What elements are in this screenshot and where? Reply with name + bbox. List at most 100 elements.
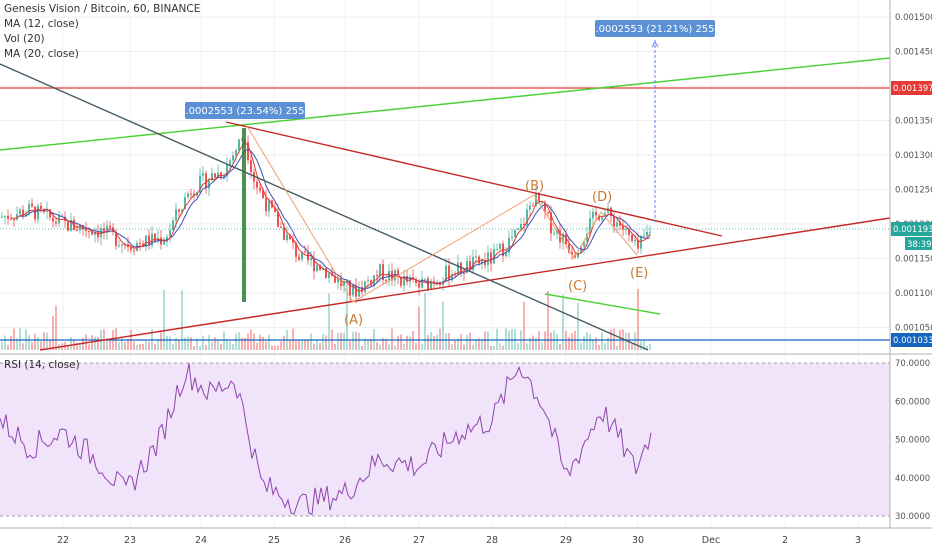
- volume-bar: [415, 342, 417, 350]
- candle-body: [385, 280, 387, 282]
- trendline-red-lower[interactable]: [39, 217, 891, 351]
- volume-bar: [649, 343, 651, 350]
- candle-body: [529, 205, 531, 210]
- symbol-title[interactable]: Genesis Vision / Bitcoin, 60, BINANCE: [4, 3, 201, 15]
- candle-body: [40, 205, 42, 209]
- volume-bar: [19, 328, 21, 350]
- volume-bar: [106, 338, 108, 350]
- rsi-tick-label: 40.0000: [895, 474, 930, 484]
- candle-body: [28, 203, 30, 214]
- candle-body: [376, 275, 378, 277]
- candle-body: [265, 198, 267, 212]
- candle-body: [514, 229, 516, 238]
- volume-bar: [79, 344, 81, 350]
- candle-body: [619, 222, 621, 226]
- wave-pattern[interactable]: [246, 125, 638, 303]
- ma12-line: [10, 142, 651, 292]
- volume-bar: [322, 333, 324, 350]
- candle-body: [397, 270, 399, 278]
- rsi-legend[interactable]: RSI (14, close): [4, 358, 80, 373]
- candle-body: [259, 187, 261, 191]
- ma12-legend[interactable]: MA (12, close): [4, 18, 79, 30]
- volume-bar: [352, 331, 354, 350]
- volume-bar: [259, 334, 261, 350]
- volume-bar: [343, 332, 345, 350]
- volume-bar: [601, 332, 603, 350]
- volume-bar: [580, 342, 582, 350]
- current-price-tag-bg: [891, 222, 932, 236]
- volume-bar: [517, 342, 519, 350]
- candle-body: [85, 229, 87, 232]
- volume-bar: [583, 336, 585, 350]
- candle-body: [589, 218, 591, 235]
- trendline-dark-descending[interactable]: [0, 63, 649, 351]
- volume-bar: [319, 342, 321, 350]
- trendline-green-short[interactable]: [544, 293, 661, 315]
- volume-bar: [595, 337, 597, 350]
- volume-bar: [571, 333, 573, 350]
- volume-bar: [532, 335, 534, 350]
- trendline-green-upper[interactable]: [0, 57, 891, 151]
- volume-bar: [370, 338, 372, 350]
- ma20-line: [19, 149, 651, 289]
- volume-bar: [457, 338, 459, 350]
- volume-bar: [481, 339, 483, 350]
- ma20-legend[interactable]: MA (20, close): [4, 48, 79, 60]
- candle-body: [202, 173, 204, 176]
- volume-bar: [409, 336, 411, 350]
- measure-left-bar[interactable]: [242, 128, 246, 302]
- volume-bar: [550, 332, 552, 350]
- volume-bar: [181, 290, 183, 350]
- volume-bar: [496, 328, 498, 350]
- candle-body: [646, 231, 648, 236]
- candle-body: [121, 244, 123, 246]
- volume-legend[interactable]: Vol (20): [4, 33, 45, 45]
- measure-left-label: 0.0002553 (23.54%) 2553: [179, 106, 311, 117]
- candle-body: [301, 251, 303, 260]
- measure-left-label-bg: [185, 102, 305, 119]
- volume-bar: [385, 338, 387, 350]
- candle-body: [97, 232, 99, 238]
- candle-body: [358, 287, 360, 297]
- candle-body: [364, 281, 366, 292]
- candle-body: [52, 217, 54, 222]
- volume-bar: [562, 294, 564, 350]
- current-price-tag: 0.0011934: [893, 225, 932, 235]
- candle-body: [250, 160, 252, 173]
- volume-bar: [355, 331, 357, 350]
- candle-body: [295, 242, 297, 257]
- candle-body: [325, 268, 327, 278]
- volume-bar: [526, 343, 528, 350]
- volume-bar: [166, 335, 168, 350]
- rsi-tick-label: 30.0000: [895, 512, 930, 522]
- candle-body: [568, 244, 570, 253]
- candle-body: [415, 279, 417, 283]
- candle-body: [232, 155, 234, 161]
- candle-body: [76, 229, 78, 231]
- volume-bar: [367, 339, 369, 350]
- candle-body: [151, 233, 153, 246]
- volume-bar: [547, 291, 549, 350]
- candle-body: [286, 234, 288, 241]
- volume-bar: [175, 337, 177, 350]
- candle-body: [256, 181, 258, 188]
- candle-body: [493, 249, 495, 264]
- candle-body: [313, 257, 315, 272]
- candle-body: [625, 228, 627, 230]
- volume-bar: [388, 344, 390, 350]
- volume-bar: [148, 341, 150, 350]
- countdown-tag: 38:39: [907, 240, 932, 250]
- volume-bar: [448, 332, 450, 350]
- volume-bar: [391, 328, 393, 350]
- candle-body: [538, 192, 540, 204]
- volume-bar: [232, 344, 234, 350]
- volume-bar: [307, 340, 309, 350]
- volume-bar: [484, 331, 486, 350]
- trendline-red-upper[interactable]: [225, 121, 723, 237]
- candle-body: [595, 211, 597, 216]
- candle-body: [16, 214, 18, 220]
- level-high-tag: 0.0013971: [893, 84, 932, 94]
- candle-body: [496, 248, 498, 250]
- candle-body: [547, 212, 549, 214]
